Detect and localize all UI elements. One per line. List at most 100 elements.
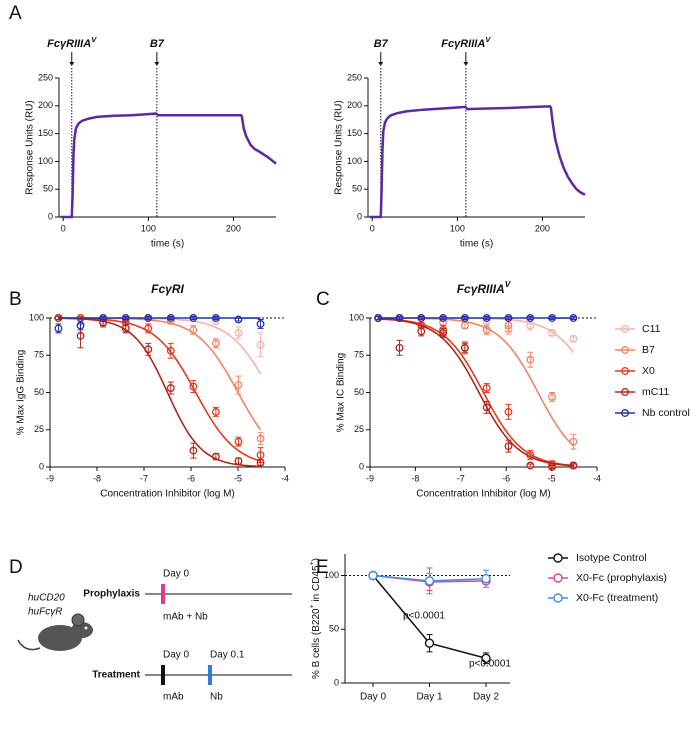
data-point bbox=[256, 451, 265, 460]
superscript: V bbox=[505, 279, 512, 289]
schedule-label: Prophylaxis bbox=[83, 589, 140, 600]
p-value: p<0.0001 bbox=[469, 659, 511, 670]
y-tick-label: 100 bbox=[347, 156, 362, 166]
data-point bbox=[211, 407, 220, 416]
y-tick-label: 75 bbox=[34, 350, 44, 360]
fit-curve bbox=[378, 318, 574, 467]
y-tick-label: 50 bbox=[352, 184, 362, 194]
fit-curve bbox=[58, 317, 261, 468]
data-point bbox=[189, 314, 198, 322]
data-point bbox=[189, 446, 198, 455]
y-tick-label: 0 bbox=[39, 461, 44, 471]
mouse-icon bbox=[17, 613, 93, 651]
data-point bbox=[189, 325, 198, 334]
day-label: Day 0 bbox=[163, 569, 190, 580]
chart-title: FcγRI bbox=[151, 282, 184, 296]
data-point bbox=[54, 324, 63, 333]
data-point bbox=[526, 461, 535, 470]
arrow-head bbox=[463, 62, 469, 66]
legend-label: X0-Fc (prophylaxis) bbox=[576, 572, 667, 584]
data-point bbox=[121, 314, 130, 322]
text-part: % B cells (B220 bbox=[311, 608, 322, 679]
legend-marker bbox=[553, 573, 563, 583]
y-tick-label: 0 bbox=[357, 211, 362, 221]
legend-marker bbox=[621, 346, 629, 354]
data-point bbox=[166, 346, 175, 355]
data-point bbox=[481, 574, 491, 584]
data-point bbox=[234, 437, 243, 446]
data-point bbox=[548, 314, 557, 322]
fit-curve bbox=[378, 317, 574, 467]
y-tick-label: 50 bbox=[43, 184, 53, 194]
data-point bbox=[526, 314, 535, 322]
injection-label: B7 bbox=[374, 38, 389, 50]
data-point bbox=[234, 457, 243, 465]
day-label: Day 0.1 bbox=[210, 650, 245, 661]
y-tick-label: 25 bbox=[354, 424, 364, 434]
data-point bbox=[548, 328, 557, 337]
legend-label: mC11 bbox=[642, 386, 669, 398]
legend-marker bbox=[621, 388, 629, 396]
legend-label: B7 bbox=[642, 344, 655, 356]
panel-label: A bbox=[9, 3, 22, 24]
legend-label: X0 bbox=[642, 365, 655, 377]
y-tick-label: 0 bbox=[334, 677, 339, 687]
x-tick-label: 0 bbox=[370, 223, 375, 233]
fit-curve bbox=[378, 317, 574, 447]
superscript: V bbox=[91, 35, 97, 44]
x-axis-label: Concentration Inhibitor (log M) bbox=[416, 489, 551, 500]
legend-marker bbox=[621, 409, 629, 417]
x-axis-label: time (s) bbox=[151, 239, 184, 250]
data-point bbox=[482, 325, 491, 334]
chart-title: FcγRIIIAV bbox=[457, 279, 512, 296]
p-value: p<0.0001 bbox=[403, 611, 445, 622]
data-point bbox=[504, 442, 513, 451]
data-point bbox=[144, 324, 153, 333]
x-tick-label: -7 bbox=[457, 473, 465, 483]
data-point bbox=[439, 328, 448, 337]
data-point bbox=[395, 343, 404, 352]
data-point bbox=[569, 314, 578, 322]
data-point bbox=[256, 320, 265, 328]
panel-label: E bbox=[316, 557, 329, 578]
x-tick-label: Day 0 bbox=[360, 692, 387, 703]
panel-label: B bbox=[9, 289, 22, 310]
data-point bbox=[234, 381, 243, 389]
data-point bbox=[189, 382, 198, 391]
panel-label: C bbox=[316, 289, 330, 310]
data-point bbox=[569, 461, 578, 470]
data-point bbox=[211, 314, 220, 322]
agent-label: Nb bbox=[210, 692, 223, 703]
y-tick-label: 50 bbox=[34, 387, 44, 397]
data-point bbox=[526, 321, 535, 330]
data-point bbox=[211, 452, 220, 461]
x-axis-label: time (s) bbox=[460, 239, 493, 250]
y-tick-label: 100 bbox=[349, 312, 364, 322]
data-point bbox=[144, 345, 153, 354]
dose-marker bbox=[208, 665, 212, 685]
data-point bbox=[166, 314, 175, 322]
panel-label: D bbox=[9, 557, 23, 578]
x-tick-label: -6 bbox=[187, 473, 195, 483]
y-tick-label: 250 bbox=[38, 72, 53, 82]
y-tick-label: 50 bbox=[329, 624, 339, 634]
text-part: FcγRIIIA bbox=[441, 38, 485, 50]
data-point bbox=[256, 340, 265, 349]
legend-marker bbox=[553, 593, 563, 603]
x-tick-label: -4 bbox=[281, 473, 289, 483]
data-point bbox=[460, 343, 469, 352]
injection-label: B7 bbox=[150, 38, 165, 50]
schedule-label: Treatment bbox=[92, 670, 140, 681]
fit-curve bbox=[378, 317, 575, 354]
data-point bbox=[569, 437, 578, 446]
legend-label: Isotype Control bbox=[576, 552, 647, 564]
x-tick-label: -9 bbox=[46, 473, 54, 483]
data-point bbox=[526, 355, 535, 364]
data-point bbox=[424, 576, 435, 586]
y-tick-label: 25 bbox=[34, 424, 44, 434]
x-tick-label: -8 bbox=[411, 473, 419, 483]
data-point bbox=[76, 331, 85, 340]
x-tick-label: -6 bbox=[502, 473, 510, 483]
x-tick-label: 200 bbox=[535, 223, 550, 233]
